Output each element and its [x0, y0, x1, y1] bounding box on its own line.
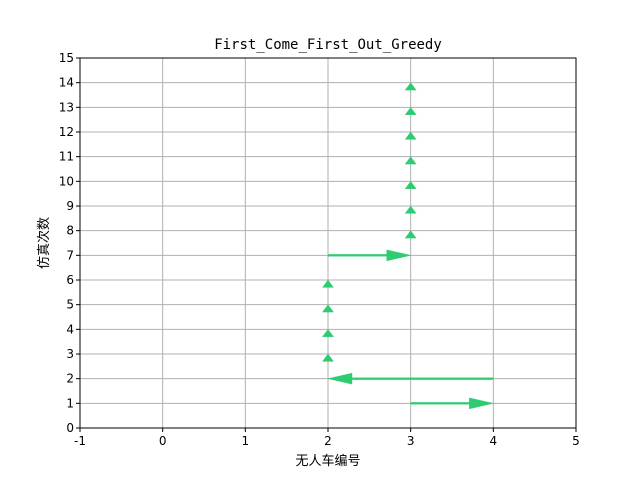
quiver-arrow — [327, 372, 494, 385]
y-tick-label: 6 — [66, 273, 74, 287]
quiver-arrow — [322, 279, 334, 288]
x-tick-label: 2 — [324, 434, 332, 448]
quiver-arrow — [322, 328, 334, 337]
x-tick-label: -1 — [74, 434, 86, 448]
quiver-arrow — [404, 230, 417, 239]
y-tick-label: 11 — [59, 150, 74, 164]
quiver-arrow — [404, 180, 417, 189]
y-tick-label: 4 — [66, 322, 74, 336]
y-tick-label: 3 — [66, 347, 74, 361]
quiver-arrow — [404, 82, 417, 91]
y-tick-label: 12 — [59, 125, 74, 139]
quiver-arrow — [327, 249, 411, 262]
quiver-arrow — [322, 304, 334, 313]
y-tick-label: 10 — [59, 174, 74, 188]
arrows — [322, 82, 494, 410]
y-tick-label: 5 — [66, 298, 74, 312]
x-tick-label: 3 — [407, 434, 415, 448]
quiver-arrow — [322, 353, 334, 362]
y-tick-label: 0 — [66, 421, 74, 435]
quiver-arrow — [410, 397, 494, 410]
x-tick-label: 1 — [242, 434, 250, 448]
quiver-arrow — [404, 156, 417, 165]
chart-title: First_Come_First_Out_Greedy — [214, 37, 442, 53]
y-tick-label: 2 — [66, 372, 74, 386]
x-tick-label: 0 — [159, 434, 167, 448]
x-tick-label: 5 — [572, 434, 580, 448]
quiver-arrow — [404, 106, 417, 115]
quiver-arrow — [404, 131, 417, 140]
x-axis-label: 无人车编号 — [295, 453, 360, 469]
y-axis-label: 仿真次数 — [36, 217, 52, 269]
y-tick-label: 14 — [59, 76, 74, 90]
y-tick-label: 1 — [66, 396, 74, 410]
y-tick-label: 8 — [66, 224, 74, 238]
y-tick-label: 7 — [66, 248, 74, 262]
x-tick-label: 4 — [490, 434, 498, 448]
y-tick-label: 15 — [59, 51, 74, 65]
y-tick-label: 9 — [66, 199, 74, 213]
quiver-arrow — [404, 205, 417, 214]
y-tick-label: 13 — [59, 100, 74, 114]
